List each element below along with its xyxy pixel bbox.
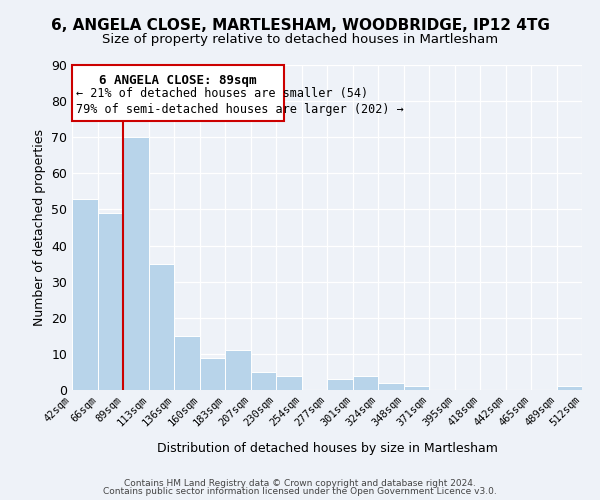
Text: Contains public sector information licensed under the Open Government Licence v3: Contains public sector information licen… (103, 487, 497, 496)
Text: 6 ANGELA CLOSE: 89sqm: 6 ANGELA CLOSE: 89sqm (99, 74, 257, 87)
Text: Contains HM Land Registry data © Crown copyright and database right 2024.: Contains HM Land Registry data © Crown c… (124, 478, 476, 488)
Bar (149, 264, 174, 390)
FancyBboxPatch shape (72, 65, 284, 121)
Bar (327, 379, 353, 390)
Bar (557, 386, 582, 390)
Bar (276, 376, 302, 390)
Bar (123, 137, 149, 390)
Text: Size of property relative to detached houses in Martlesham: Size of property relative to detached ho… (102, 32, 498, 46)
Bar (72, 198, 98, 390)
Bar (251, 372, 276, 390)
Bar (174, 336, 200, 390)
X-axis label: Distribution of detached houses by size in Martlesham: Distribution of detached houses by size … (157, 442, 497, 456)
Bar (225, 350, 251, 390)
Text: 79% of semi-detached houses are larger (202) →: 79% of semi-detached houses are larger (… (76, 103, 404, 116)
Bar (404, 386, 429, 390)
Bar (378, 383, 404, 390)
Bar (98, 213, 123, 390)
Text: 6, ANGELA CLOSE, MARTLESHAM, WOODBRIDGE, IP12 4TG: 6, ANGELA CLOSE, MARTLESHAM, WOODBRIDGE,… (50, 18, 550, 32)
Text: ← 21% of detached houses are smaller (54): ← 21% of detached houses are smaller (54… (76, 86, 368, 100)
Bar (353, 376, 378, 390)
Bar (200, 358, 225, 390)
Y-axis label: Number of detached properties: Number of detached properties (32, 129, 46, 326)
